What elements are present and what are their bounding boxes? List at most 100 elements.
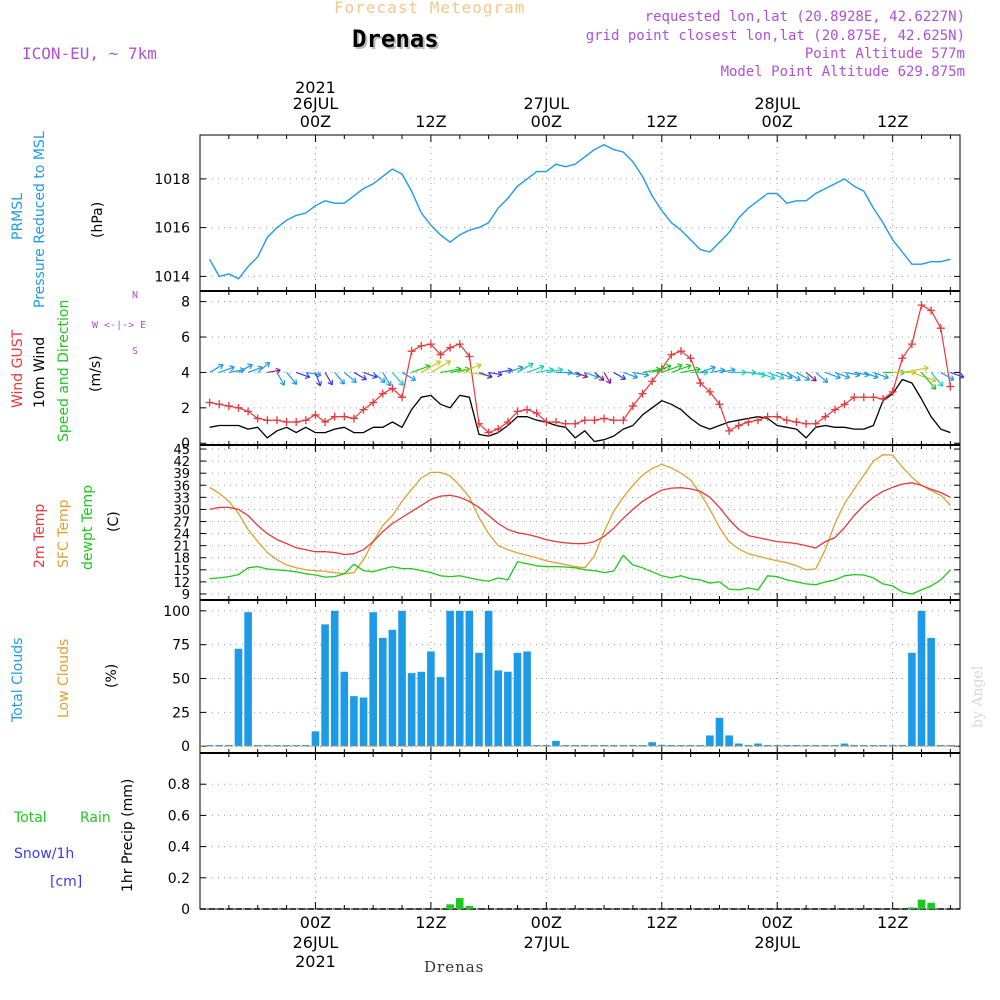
wind-arrow-head [873,373,879,380]
wind-arrow [594,371,605,381]
gust-point [417,341,426,350]
temperature-ytick-label: 15 [173,564,190,579]
gust-point [802,419,811,428]
gust-point [484,428,493,437]
wind-arrow [238,363,253,373]
gust-point [215,400,224,409]
cloud-bar [715,717,724,747]
wind-arrow-head [327,379,334,386]
gust-point [792,417,801,426]
cloud-bar [205,745,214,747]
gust-point [561,419,570,428]
gust-point [263,416,272,425]
wind-arrow [219,365,235,373]
gust-point [369,398,378,407]
wind-arrow-head [795,375,801,382]
wind-arrow-head [279,380,286,386]
precip-ytick-label: 0.4 [168,840,190,856]
wind-arrow-head [264,361,271,368]
cloud-bar [831,745,839,747]
gust-point [946,382,955,391]
rain-bar [908,907,916,909]
pressure-ytick-label: 1018 [154,172,190,188]
cloud-bar [859,745,868,747]
wind-arrow-head [958,373,965,380]
cloud-bar [484,610,493,747]
wind-arrow-shaft [594,371,605,381]
wind-arrow-head [291,379,298,385]
pressure-line [208,143,951,280]
clouds-ytick-label: 0 [181,739,190,755]
wind-arrow-head [811,375,817,382]
requested-coords: requested lon,lat (20.8928E, 42.6227N) [644,9,965,25]
gust-point [253,414,262,423]
cloud-bar [513,652,522,747]
wind-arrow-head [948,375,955,381]
wind-arrow [382,372,392,387]
wind-arrow-shaft [574,371,588,378]
gust-point [503,417,512,426]
wind-arrow-head [937,381,944,387]
wind-arrow [603,372,612,385]
wind-arrow-shaft [757,371,776,380]
wind-arrow-head [769,374,776,381]
wind-arrow [902,365,929,374]
precip-snow-unit: [cm] [50,874,83,890]
wind-arrow-shaft [863,371,879,379]
gust-point [244,407,253,416]
wind-arrow [391,372,404,386]
wind-arrow [257,361,271,373]
wind-arrow-head [677,363,683,370]
wind-arrow [940,371,955,381]
wind-arrow-head [844,373,851,380]
grid-point-coords: grid point closest lon,lat (20.875E, 42.… [585,28,965,44]
gust-point [830,405,839,414]
wind-arrow-shaft [680,368,701,374]
wind-arrow-shaft [247,366,263,373]
pressure-panel: 1014 1016 1018 [154,134,961,292]
gust-point [705,387,714,396]
gust-point [301,416,310,425]
gust-point [398,393,407,402]
temperature-ytick-label: 36 [173,479,190,494]
wind-arrow-head [361,374,367,381]
gust-point [619,416,628,425]
rain-bar [455,898,464,909]
wind-arrow-shaft [411,365,431,373]
wind-arrow-shaft [401,371,416,381]
wind-ytick-label: 0 [181,436,190,452]
top-time-label: 27JUL [523,94,569,113]
wind-arrow [526,364,545,373]
wind-arrow-head [598,375,605,381]
wind-arrow-shaft [517,362,534,373]
credit-label: by Angel [970,665,986,728]
wind-arrow [863,371,879,380]
wind-arrow-shaft [343,371,357,383]
precip-ytick-label: 0 [181,902,190,918]
clouds-unit-label: (%) [104,663,120,688]
wind-arrow-shaft [603,372,611,384]
gust-point [340,412,349,421]
top-time-label: 12Z [415,112,446,131]
rain-bar [917,899,926,909]
wind-arrow-head [316,380,323,387]
bottom-time-label: 12Z [646,913,677,932]
cloud-bar [340,671,349,747]
wind-arrow-shaft [834,371,850,379]
wind-arrow [343,371,357,384]
wind-gust-label: Wind GUST [10,329,26,408]
gust-point [513,407,522,416]
top-time-label: 2021 [295,78,336,97]
gust-point [677,347,686,356]
pressure-desc-label: Pressure Reduced to MSL [32,131,48,308]
wind-arrow-shaft [276,372,285,386]
precip-snow-label: Snow/1h [14,846,75,862]
cloud-bar [609,745,618,747]
wind-arrow [930,372,944,387]
gust-point [407,347,416,356]
wind-arrow-shaft [305,371,322,376]
wind-arrow-head [445,360,452,366]
gust-point [474,419,483,428]
wind-speed-line [209,378,951,443]
wind-arrow-shaft [286,372,298,385]
